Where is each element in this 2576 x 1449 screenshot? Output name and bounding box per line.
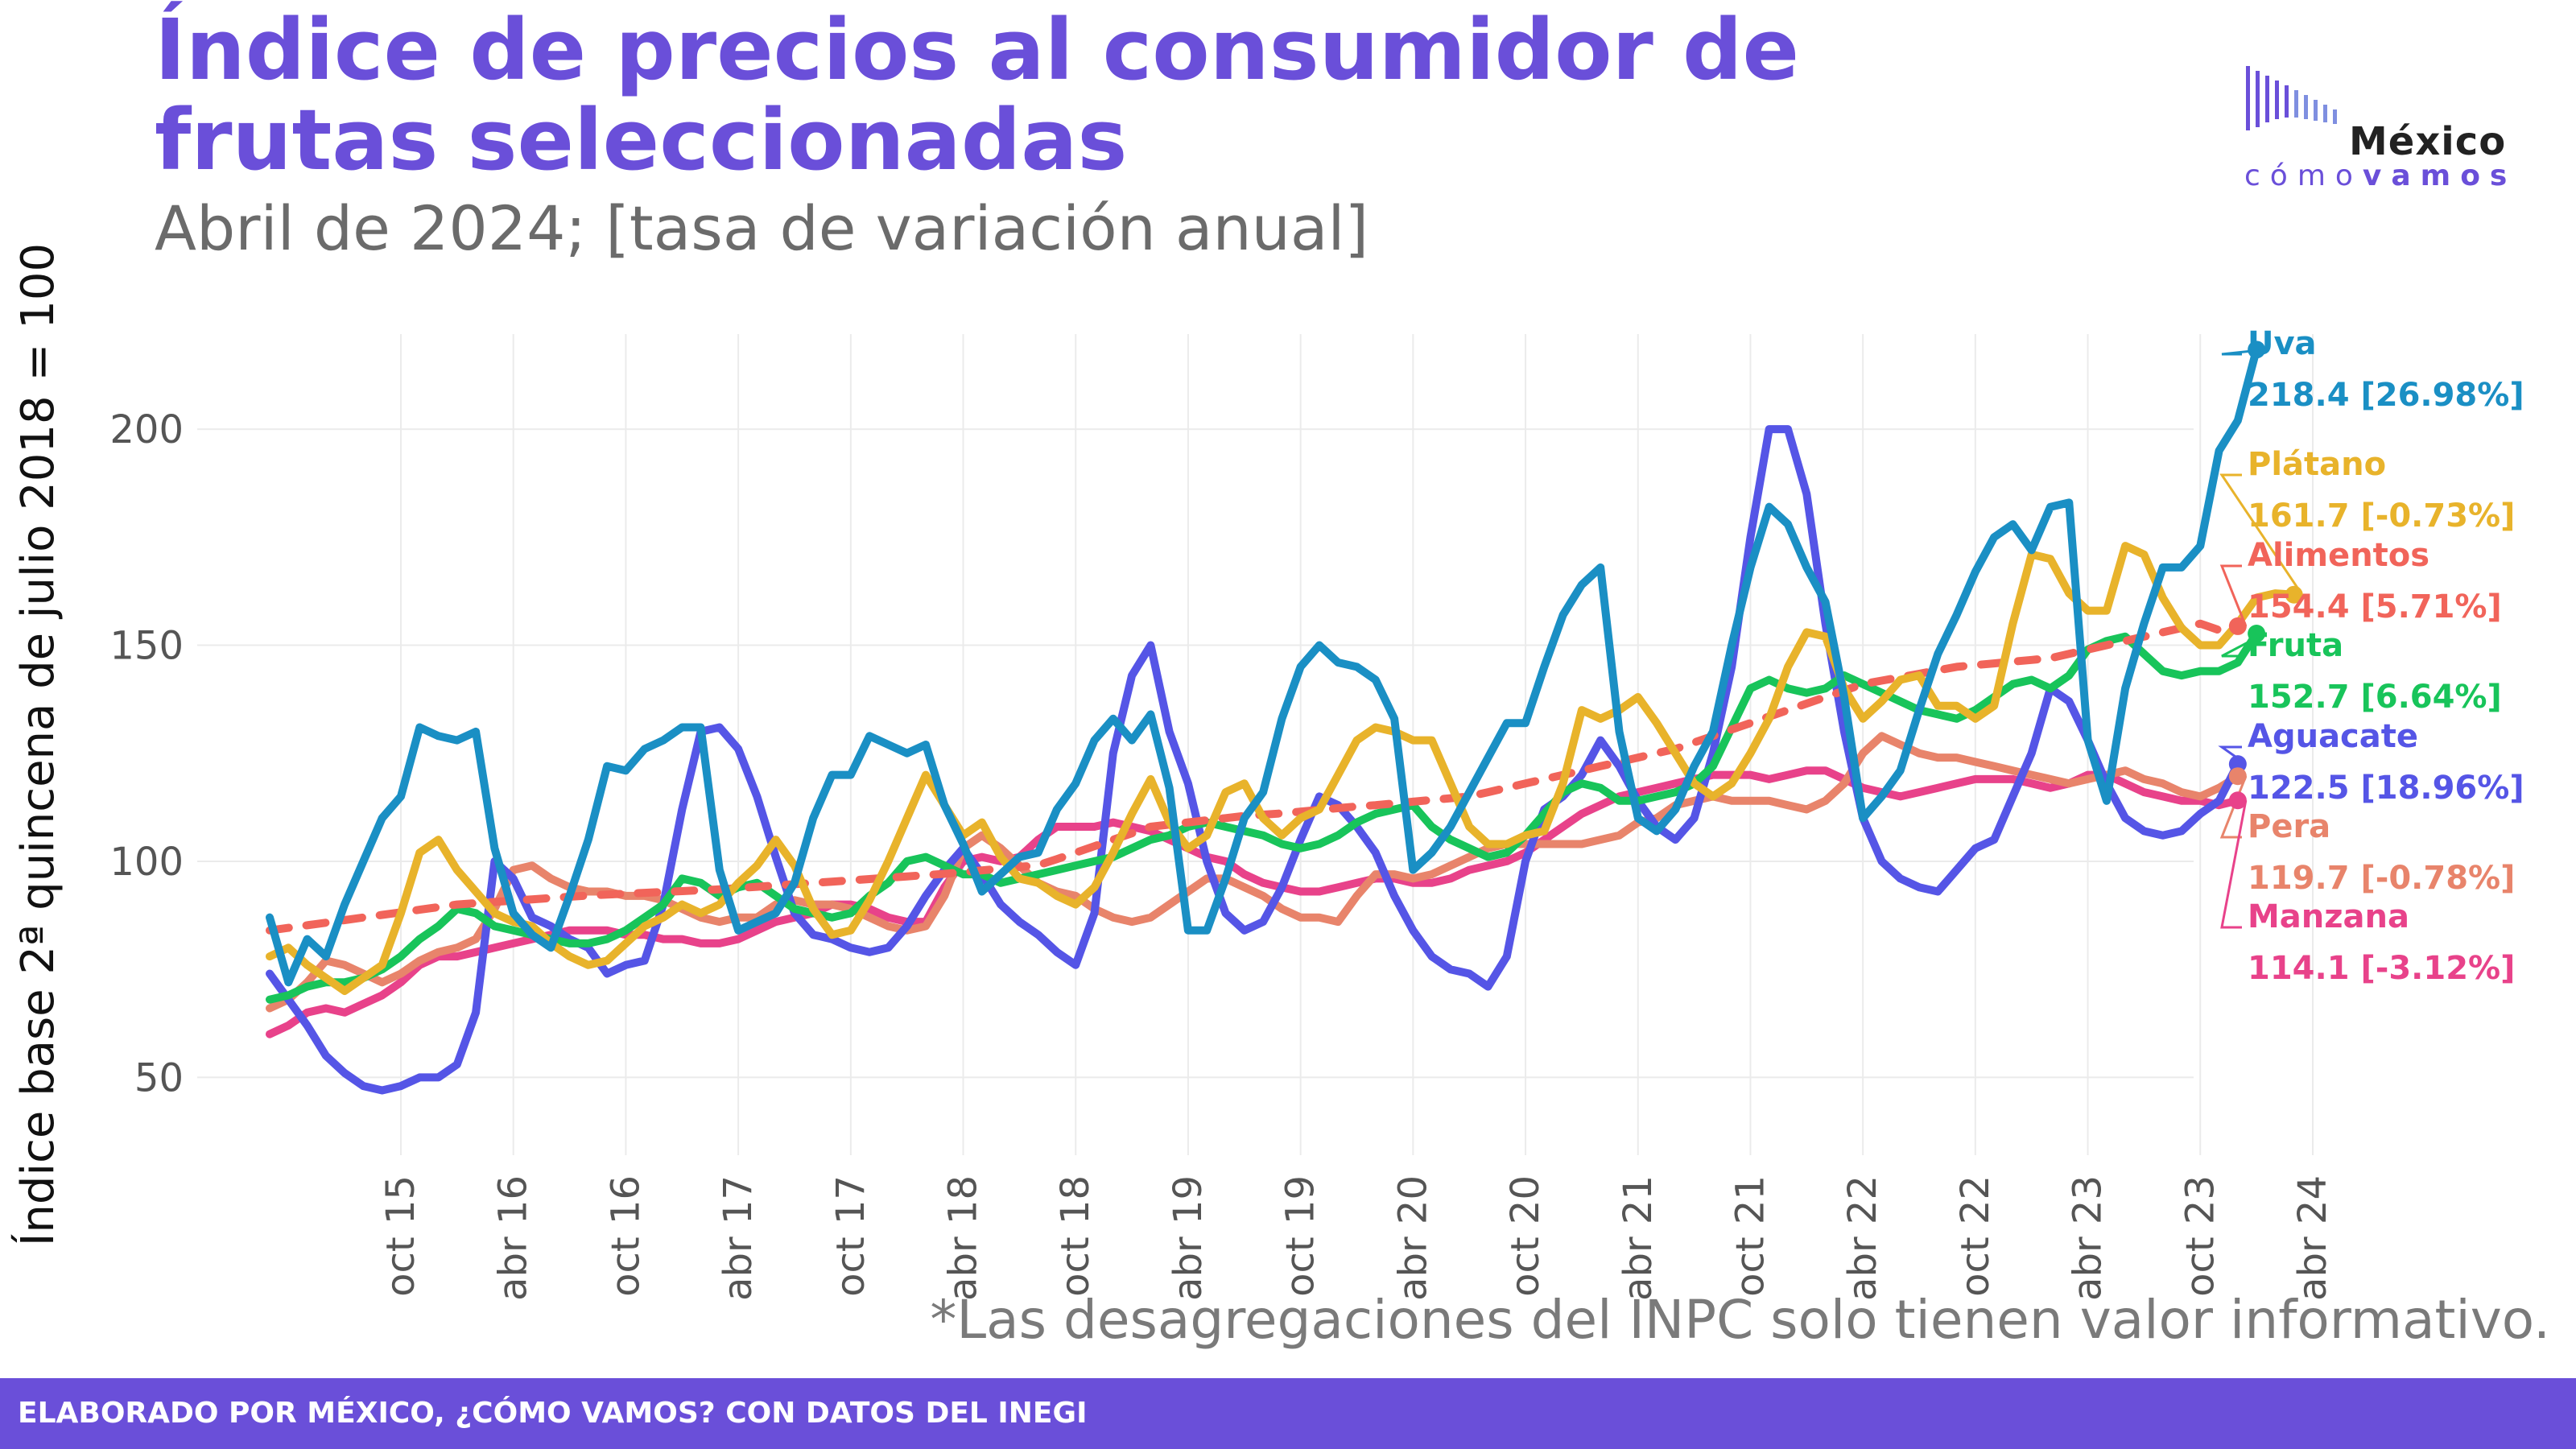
y-tick-label: 200 <box>109 407 184 452</box>
x-tick-label: oct 18 <box>1053 1175 1098 1297</box>
x-tick-label: oct 20 <box>1503 1175 1548 1297</box>
price-index-line-chart: 50 100 150 200 oct 15 abr 16 oct 16 abr 17 oct 1… <box>11 243 2524 1301</box>
y-tick-label: 50 <box>134 1055 184 1100</box>
x-tick-label: oct 21 <box>1728 1175 1773 1297</box>
logo-bar <box>2256 71 2260 127</box>
x-tick-label: abr 22 <box>1840 1175 1885 1301</box>
page-title: Índice de precios al consumidor de fruta… <box>155 1 1800 189</box>
logo-bars-icon <box>2246 66 2337 130</box>
series-name-label: Uva <box>2248 325 2317 362</box>
series-line-manzana <box>266 766 2242 1038</box>
x-tick-label: oct 15 <box>378 1175 423 1297</box>
series-end-point <box>2228 755 2247 774</box>
series-name-label: Fruta <box>2248 627 2343 664</box>
y-tick-label: 150 <box>109 624 184 669</box>
series-value-label: 218.4 [26.98%] <box>2248 377 2524 414</box>
x-tick-label: abr 18 <box>941 1175 986 1301</box>
logo-bar <box>2314 100 2318 121</box>
label-connector <box>2219 564 2248 627</box>
footer-credit: ELABORADO POR MÉXICO, ¿CÓMO VAMOS? CON D… <box>18 1397 1088 1430</box>
series-end-point <box>2228 767 2247 786</box>
logo-como-vamos-text: cómovamos <box>2244 159 2516 192</box>
series-value-label: 119.7 [-0.78%] <box>2248 860 2515 897</box>
series-name-label: Plátano <box>2248 446 2386 483</box>
x-tick-label: oct 17 <box>828 1175 873 1297</box>
x-tick-label: oct 23 <box>2178 1175 2223 1297</box>
grid <box>197 334 2314 1155</box>
footnote: *Las desagregaciones del INPC solo tiene… <box>930 1289 2550 1351</box>
label-connector <box>2220 799 2248 929</box>
logo-bar <box>2304 95 2308 119</box>
y-tick-label: 100 <box>109 840 184 885</box>
x-tick-label: abr 24 <box>2290 1175 2335 1301</box>
x-tick-label: abr 21 <box>1616 1175 1661 1301</box>
series-value-label: 152.7 [6.64%] <box>2248 679 2502 716</box>
x-tick-label: abr 16 <box>491 1175 536 1301</box>
logo-bar <box>2265 76 2269 122</box>
series-end-point <box>2228 617 2247 635</box>
series-value-label: 154.4 [5.71%] <box>2248 588 2502 625</box>
series-value-label: 122.5 [18.96%] <box>2248 770 2524 807</box>
series-value-label: 114.1 [-3.12%] <box>2248 950 2515 987</box>
series-line-pera <box>266 732 2242 1013</box>
label-connector <box>2218 745 2247 766</box>
logo-bar <box>2323 105 2327 122</box>
label-connector <box>2221 632 2265 658</box>
x-tick-label: oct 19 <box>1278 1175 1323 1297</box>
series-line-fruta <box>266 630 2261 1004</box>
x-tick-label: abr 17 <box>716 1175 761 1301</box>
label-connector <box>2219 473 2303 596</box>
series-name-label: Aguacate <box>2248 718 2418 755</box>
y-axis-title: Índice base 2ª quincena de julio 2018 = … <box>11 243 64 1246</box>
logo-mexico-text: México <box>2349 119 2507 164</box>
series-end-point <box>2228 791 2247 810</box>
series-line-uva <box>266 345 2261 987</box>
series-name-label: Pera <box>2248 808 2330 845</box>
series-name-label: Manzana <box>2248 898 2409 935</box>
logo-bar <box>2246 66 2250 130</box>
logo-bar <box>2294 90 2298 118</box>
x-tick-label: abr 23 <box>2066 1175 2111 1301</box>
page-subtitle: Abril de 2024; [tasa de variación anual] <box>155 192 1369 264</box>
logo-como: cómo <box>2244 159 2363 192</box>
x-tick-label: oct 22 <box>1953 1175 1998 1297</box>
series-end-point <box>2248 625 2266 643</box>
series-name-label: Alimentos <box>2248 537 2429 574</box>
label-connector <box>2221 348 2265 356</box>
footer-bar: ELABORADO POR MÉXICO, ¿CÓMO VAMOS? CON D… <box>0 1378 2576 1449</box>
logo-bar <box>2333 109 2337 124</box>
series-value-label: 161.7 [-0.73%] <box>2248 497 2515 535</box>
x-tick-label: abr 20 <box>1390 1175 1435 1301</box>
logo-vamos: vamos <box>2362 159 2517 192</box>
x-tick-label: abr 19 <box>1166 1175 1211 1301</box>
series-line-plátano <box>266 542 2298 995</box>
logo-bar <box>2275 80 2279 119</box>
logo-bar <box>2285 85 2289 118</box>
mexico-como-vamos-logo: México cómovamos <box>2238 63 2528 200</box>
x-tick-label: oct 16 <box>603 1175 648 1297</box>
